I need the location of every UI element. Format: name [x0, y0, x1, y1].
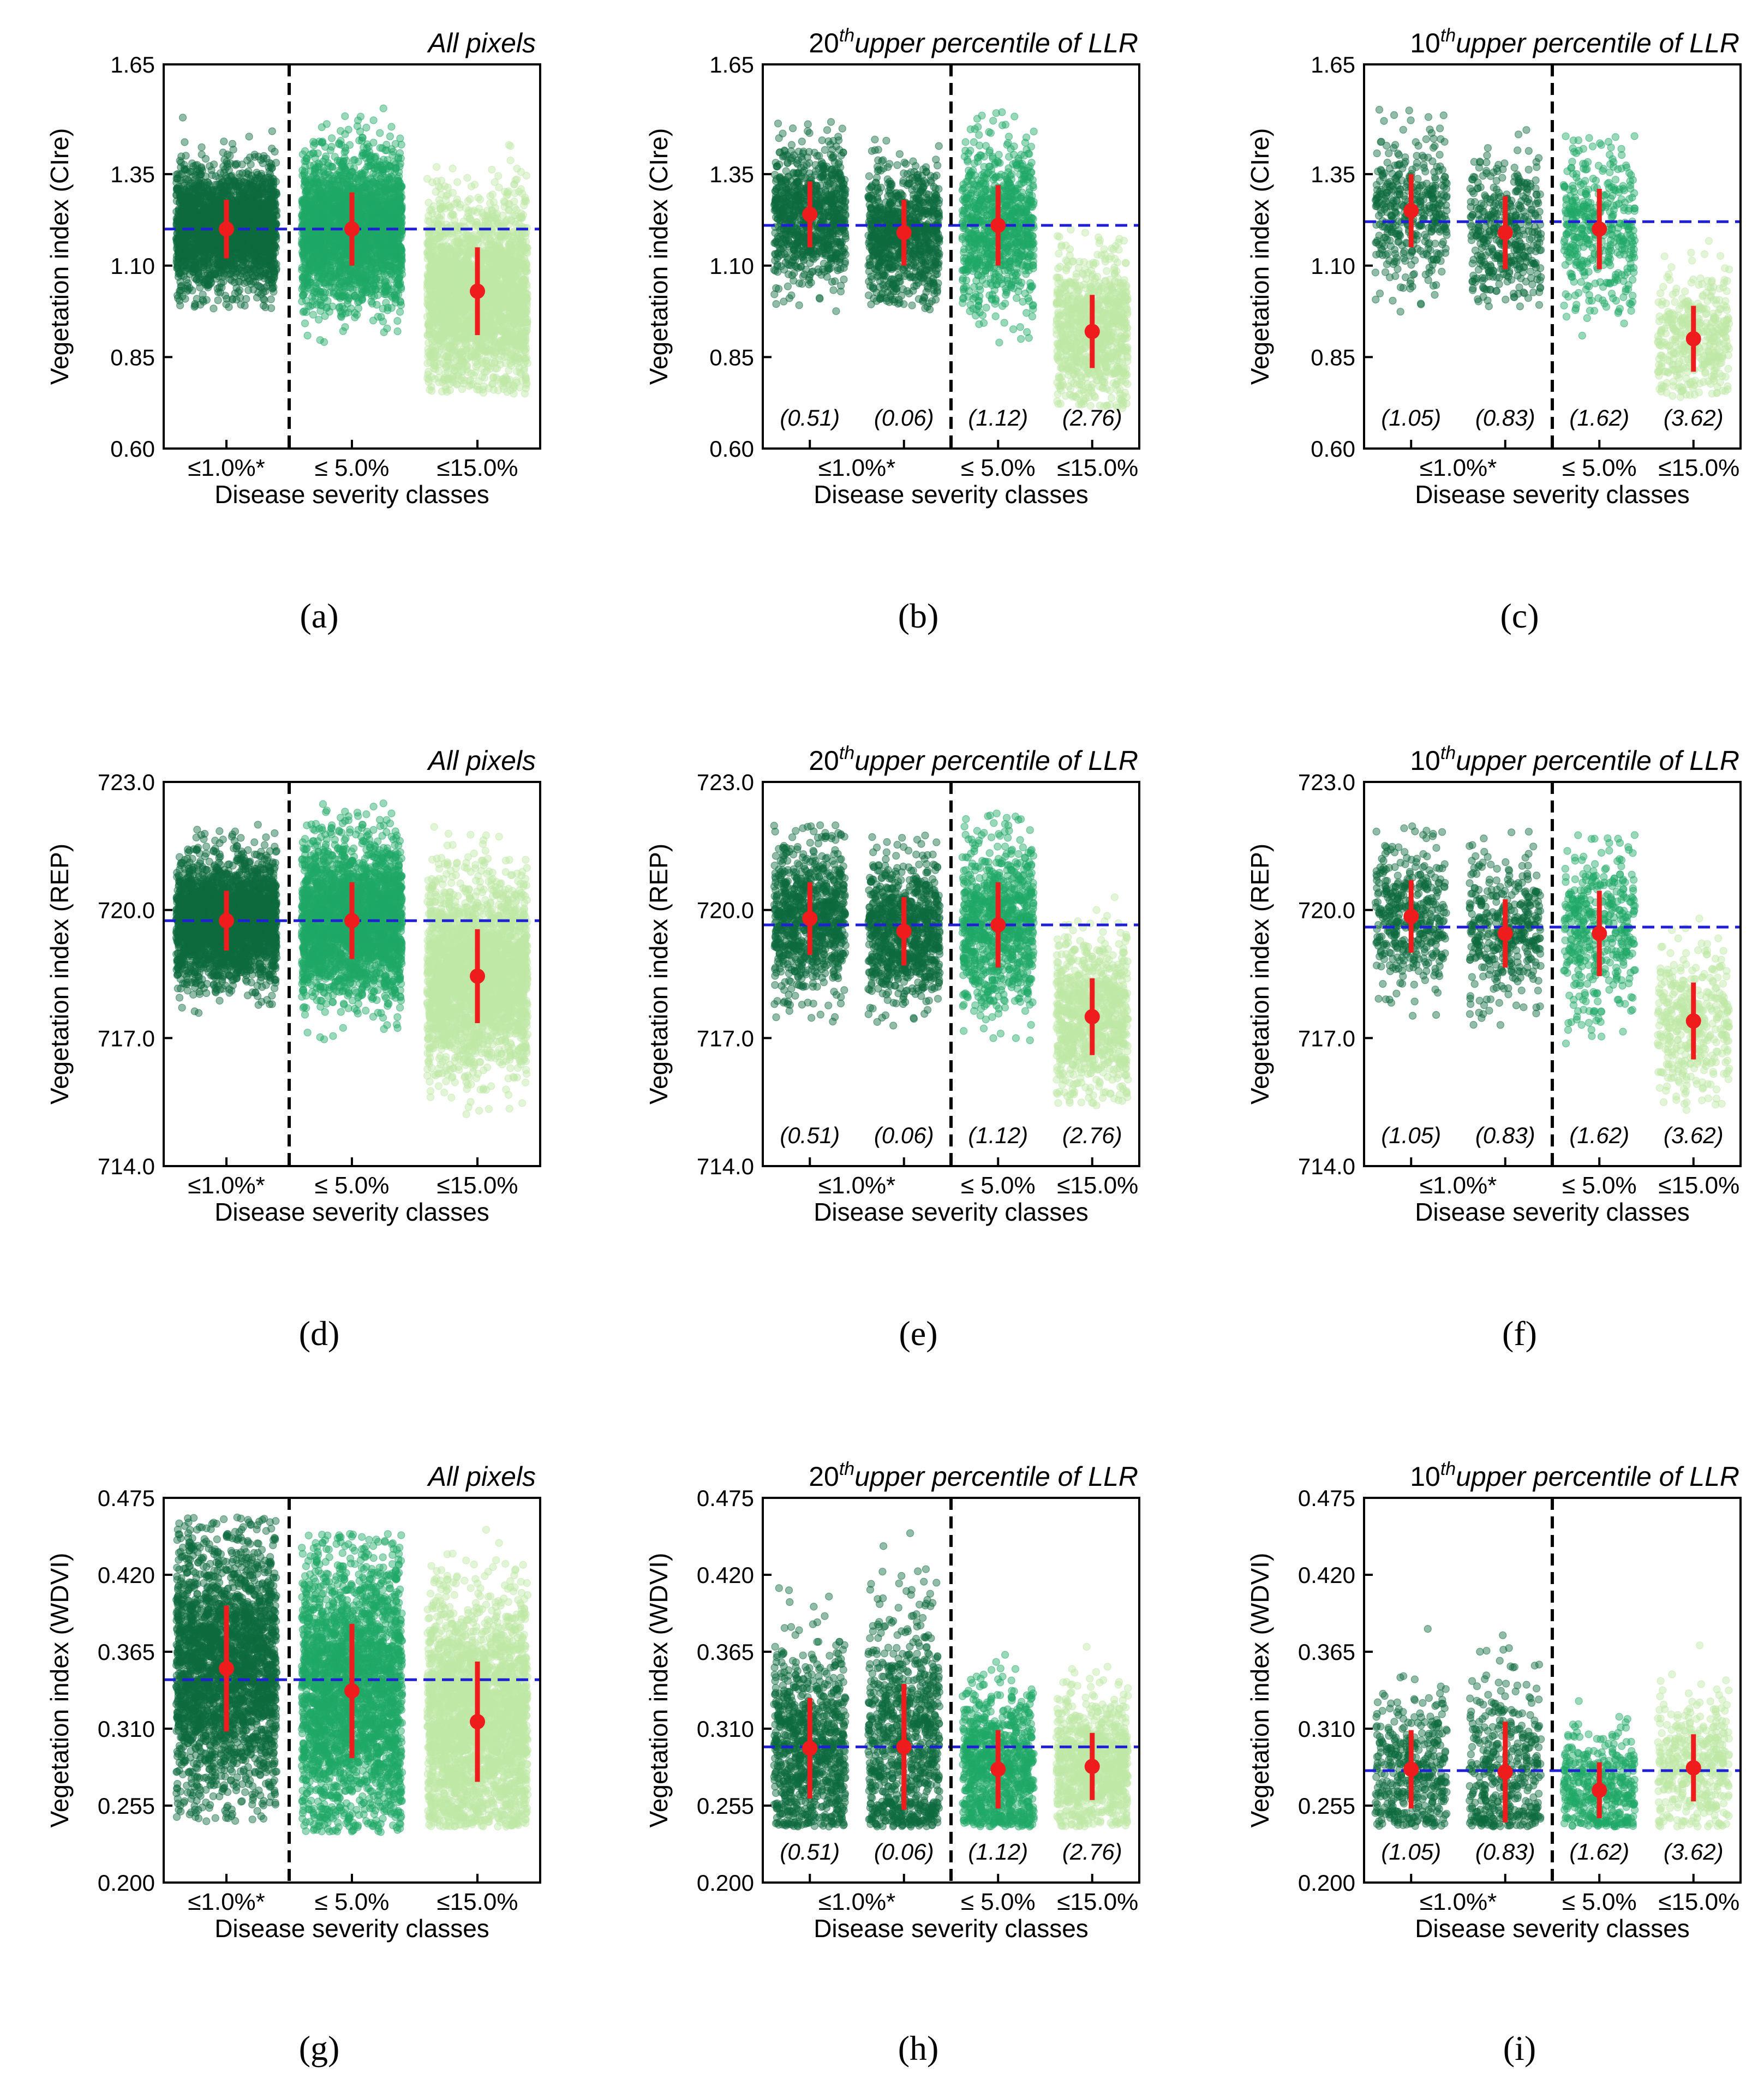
- data-point: [220, 138, 228, 145]
- data-point: [267, 296, 274, 303]
- data-point: [210, 305, 217, 312]
- data-point: [246, 133, 253, 140]
- data-point: [180, 114, 187, 121]
- panel-a: 1.651.351.100.850.60≤1.0%* ≤ 5.0% ≤15.0%Di…: [45, 28, 540, 635]
- figure-canvas: 1.651.351.100.850.60≤1.0%* ≤ 5.0% ≤15.0%Di…: [0, 0, 1764, 2097]
